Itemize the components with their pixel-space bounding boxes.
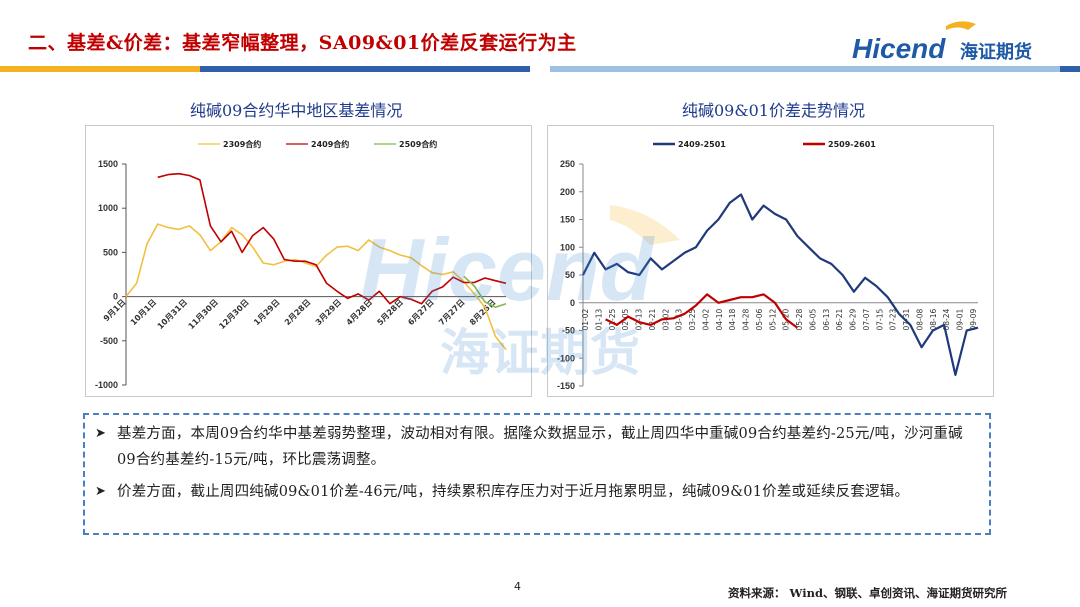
x-tick-label: 01-13 [594, 309, 603, 331]
legend-label: 2409-2501 [678, 140, 726, 149]
x-tick-label: 09-01 [956, 309, 965, 331]
x-tick-label: 09-09 [969, 309, 978, 331]
bullet-basis-text: 基差方面，本周09合约华中基差弱势整理，波动相对有限。据隆众数据显示，截止周四华… [117, 426, 963, 468]
y-tick-label: -500 [100, 336, 118, 346]
x-tick-label: 5月28日 [375, 298, 404, 327]
x-tick-label: 07-07 [862, 309, 871, 331]
y-tick-label: -50 [562, 326, 575, 336]
y-tick-label: 50 [565, 270, 575, 280]
bullet-basis: ➤ 基差方面，本周09合约华中基差弱势整理，波动相对有限。据隆众数据显示，截止周… [95, 421, 979, 473]
x-tick-label: 08-08 [915, 309, 924, 331]
series-line-2509-2601 [605, 293, 799, 329]
series-line-2309合约 [125, 223, 507, 351]
x-tick-label: 08-16 [929, 309, 938, 331]
x-tick-label: 12月30日 [217, 298, 250, 331]
logo-cn: 海证期货 [960, 41, 1032, 63]
left-chart-title: 纯碱09合约华中地区基差情况 [190, 101, 403, 120]
x-tick-label: 10月31日 [156, 298, 189, 331]
y-tick-label: 0 [113, 292, 118, 302]
y-tick-label: 250 [560, 159, 575, 169]
x-tick-label: 04-10 [715, 309, 724, 331]
x-tick-label: 07-31 [902, 309, 911, 331]
series-line-2409合约 [157, 172, 507, 305]
x-tick-label: 3月29日 [314, 298, 343, 327]
legend-label: 2409合约 [311, 139, 349, 149]
y-tick-label: 200 [560, 187, 575, 197]
x-tick-label: 01-25 [608, 309, 617, 331]
legend-label: 2509-2601 [828, 140, 876, 149]
header-color-bar [0, 66, 1080, 72]
x-tick-label: 2月28日 [283, 298, 312, 327]
x-tick-label: 06-13 [822, 309, 831, 331]
commentary-box: ➤ 基差方面，本周09合约华中基差弱势整理，波动相对有限。据隆众数据显示，截止周… [83, 413, 991, 535]
x-tick-label: 07-15 [875, 309, 884, 331]
x-tick-label: 8月26日 [468, 298, 497, 327]
x-tick-label: 02-21 [648, 309, 657, 331]
page-number: 4 [514, 580, 521, 593]
x-tick-label: 11月30日 [186, 298, 219, 331]
x-tick-label: 04-02 [701, 309, 710, 331]
left-chart: -1000 -500 0 500 1000 1500 9月1日 10月1日 10月31日 11月3… [85, 125, 532, 397]
bullet-spread: ➤ 价差方面，截止周四纯碱09&01价差-46元/吨，持续累积库存压力对于近月拖… [95, 479, 979, 505]
x-tick-label: 1月29日 [252, 298, 281, 327]
x-tick-label: 05-06 [755, 309, 764, 331]
y-tick-label: 1500 [98, 159, 118, 169]
bullet-arrow-icon: ➤ [95, 484, 106, 499]
legend-label: 2309合约 [223, 139, 261, 149]
x-tick-label: 07-23 [889, 309, 898, 331]
x-tick-label: 04-28 [742, 309, 751, 331]
x-tick-label: 05-12 [768, 309, 777, 331]
logo-swoosh-icon [946, 21, 976, 30]
y-tick-label: 0 [570, 298, 575, 308]
bullet-spread-text: 价差方面，截止周四纯碱09&01价差-46元/吨，持续累积库存压力对于近月拖累明… [117, 484, 910, 500]
y-tick-label: 1000 [98, 203, 118, 213]
series-line-2509合约 [463, 275, 507, 308]
legend-label: 2509合约 [399, 139, 437, 149]
x-tick-label: 08-24 [942, 309, 951, 331]
x-tick-label: 6月27日 [406, 298, 435, 327]
x-tick-label: 06-29 [849, 309, 858, 331]
bullet-arrow-icon: ➤ [95, 426, 106, 441]
x-tick-label: 03-25 [688, 309, 697, 331]
y-tick-label: -1000 [95, 380, 118, 390]
x-tick-label: 7月27日 [437, 298, 466, 327]
y-tick-label: 150 [560, 215, 575, 225]
y-tick-label: 100 [560, 242, 575, 252]
slide-title: 二、基差&价差：基差窄幅整理，SA09&01价差反套运行为主 [28, 32, 577, 54]
x-tick-label: 01-02 [581, 309, 590, 331]
right-chart-title: 纯碱09&01价差走势情况 [682, 101, 865, 120]
right-chart: -150 -100 -50 0 50 100 150 200 250 01-02 01-13 01-2… [547, 125, 994, 397]
hicend-logo: Hicend 海证期货 [852, 21, 1032, 64]
x-tick-label: 02-13 [635, 309, 644, 331]
x-tick-label: 06-21 [835, 309, 844, 331]
x-tick-label: 04-18 [728, 309, 737, 331]
series-line-2409-2501 [582, 193, 979, 376]
y-tick-label: 500 [103, 247, 118, 257]
data-source: 资料来源： Wind、钢联、卓创资讯、海证期货研究所 [728, 586, 1007, 600]
x-tick-label: 10月1日 [129, 298, 158, 327]
x-tick-label: 03-13 [675, 309, 684, 331]
right-chart-svg: -150 -100 -50 0 50 100 150 200 250 01-02 01-13 01-2… [557, 140, 979, 391]
logo-text: Hicend [852, 33, 946, 64]
x-tick-label: 4月28日 [345, 298, 374, 327]
x-tick-label: 06-05 [808, 309, 817, 331]
y-tick-label: -150 [557, 381, 575, 391]
y-tick-label: -100 [557, 353, 575, 363]
x-tick-label: 05-28 [795, 309, 804, 331]
